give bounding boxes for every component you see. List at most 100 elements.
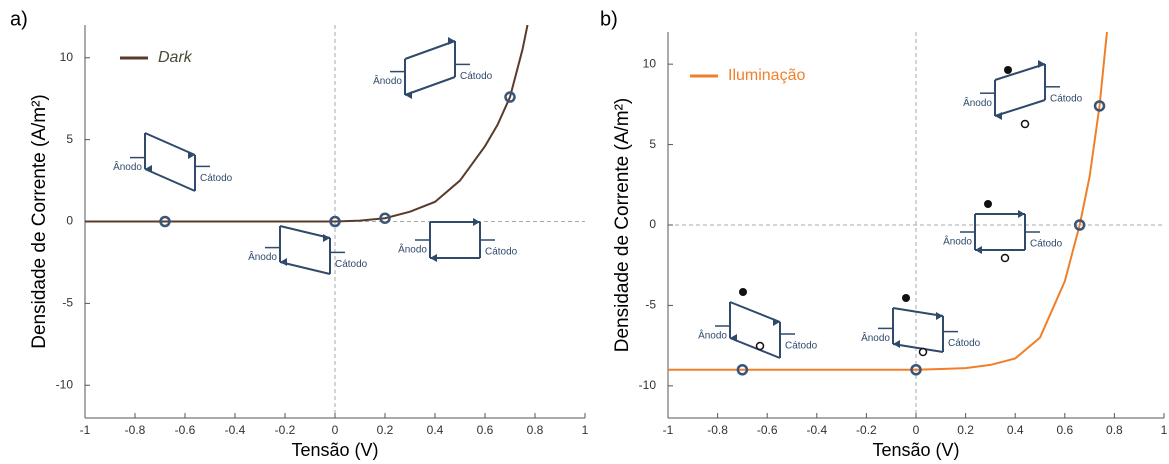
inset-anode: Ânodo: [861, 331, 890, 344]
inset-arrow: [404, 40, 456, 60]
inset-cathode: Cátodo: [485, 247, 518, 258]
inset-electron: [739, 288, 747, 296]
y-tick-label: 0: [649, 217, 656, 231]
inset-arrowhead: [280, 258, 287, 266]
x-tick-label: -1: [663, 423, 674, 437]
x-tick-label: 0: [913, 423, 920, 437]
y-tick-label: -5: [645, 298, 656, 312]
curve: [668, 32, 1108, 371]
inset-arrow: [994, 99, 1046, 117]
y-axis-title: Densidade de Corrente (A/m²): [612, 98, 633, 353]
inset-cathode: Cátodo: [200, 173, 233, 184]
inset-arrow: [892, 343, 944, 353]
x-tick-label: -0.6: [175, 423, 196, 437]
inset-arrowhead: [995, 112, 1002, 120]
x-tick-label: 0.2: [377, 423, 394, 437]
x-tick-label: 0.8: [527, 423, 544, 437]
inset-arrow: [279, 261, 331, 275]
inset-cathode: Cátodo: [1050, 93, 1083, 104]
inset-arrowhead: [145, 165, 152, 173]
x-tick-label: 0.8: [1106, 423, 1123, 437]
panel-label: a): [10, 8, 28, 30]
inset-arrow: [994, 63, 1046, 81]
inset-arrowhead: [430, 254, 437, 262]
x-tick-label: -1: [80, 423, 91, 437]
inset-arrow: [729, 337, 781, 359]
x-tick-label: -0.4: [225, 423, 246, 437]
inset-cathode: Cátodo: [460, 71, 493, 82]
y-tick-label: 10: [60, 50, 74, 64]
operating-point: [1073, 219, 1086, 231]
x-tick-label: 0.4: [1007, 423, 1024, 437]
inset-anode: Ânodo: [113, 160, 142, 173]
inset-electron: [902, 294, 910, 302]
inset-cathode: Cátodo: [785, 341, 818, 352]
inset-arrowhead: [730, 334, 737, 342]
x-tick-label: 0.2: [957, 423, 974, 437]
inset-anode: Ânodo: [373, 74, 402, 87]
inset-arrowhead: [893, 340, 900, 348]
x-axis-title: Tensão (V): [872, 440, 959, 460]
operating-point: [159, 215, 171, 228]
operating-point: [504, 91, 516, 103]
x-tick-label: 0.6: [477, 423, 494, 437]
inset-arrowhead: [975, 246, 982, 254]
y-tick-label: 10: [643, 56, 657, 70]
legend-label: Iluminação: [728, 67, 805, 84]
y-tick-label: -10: [56, 377, 74, 391]
x-tick-label: 0.6: [1056, 423, 1073, 437]
inset-arrowhead: [936, 312, 943, 320]
inset-arrowhead: [188, 151, 195, 159]
x-tick-label: -0.2: [275, 423, 296, 437]
inset-arrowhead: [405, 91, 412, 99]
inset-arrow: [892, 307, 944, 317]
x-tick-label: 0: [332, 423, 339, 437]
inset-arrow: [404, 76, 456, 96]
inset-arrowhead: [1038, 60, 1045, 68]
inset-anode: Ânodo: [963, 96, 992, 109]
inset-hole: [918, 347, 928, 357]
operating-point: [736, 364, 749, 376]
inset-cathode: Cátodo: [1030, 239, 1063, 250]
x-tick-label: -0.8: [707, 423, 728, 437]
inset-anode: Ânodo: [698, 329, 727, 342]
y-axis-title: Densidade de Corrente (A/m²): [29, 94, 50, 349]
inset-arrowhead: [448, 37, 455, 45]
panel-label: b): [600, 8, 618, 30]
y-tick-label: -10: [639, 378, 657, 392]
y-tick-label: 5: [649, 137, 656, 151]
inset-arrow: [144, 168, 196, 192]
x-tick-label: 1: [1161, 423, 1168, 437]
x-tick-label: -0.2: [856, 423, 877, 437]
inset-arrowhead: [323, 234, 330, 242]
x-tick-label: -0.8: [125, 423, 146, 437]
y-tick-label: 5: [66, 132, 73, 146]
inset-cathode: Cátodo: [335, 259, 368, 270]
inset-arrowhead: [773, 318, 780, 326]
x-tick-label: 1: [582, 423, 589, 437]
operating-point: [379, 212, 391, 224]
inset-arrow: [729, 301, 781, 323]
inset-electron: [984, 200, 992, 208]
operating-point: [329, 215, 341, 228]
x-tick-label: 0.4: [427, 423, 444, 437]
legend-label: Dark: [158, 49, 193, 66]
inset-electron: [1004, 66, 1012, 74]
y-tick-label: -5: [62, 296, 73, 310]
inset-arrowhead: [1018, 210, 1025, 218]
inset-anode: Ânodo: [398, 243, 427, 256]
inset-arrow: [144, 132, 196, 156]
inset-anode: Ânodo: [943, 235, 972, 248]
operating-point: [1093, 100, 1106, 112]
x-axis-title: Tensão (V): [291, 440, 378, 460]
y-tick-label: 0: [66, 214, 73, 228]
inset-anode: Ânodo: [248, 250, 277, 263]
inset-arrow: [279, 225, 331, 239]
inset-arrowhead: [473, 218, 480, 226]
inset-cathode: Cátodo: [948, 338, 981, 349]
x-tick-label: -0.4: [806, 423, 827, 437]
curve: [85, 25, 529, 223]
operating-point: [910, 364, 922, 376]
x-tick-label: -0.6: [757, 423, 778, 437]
